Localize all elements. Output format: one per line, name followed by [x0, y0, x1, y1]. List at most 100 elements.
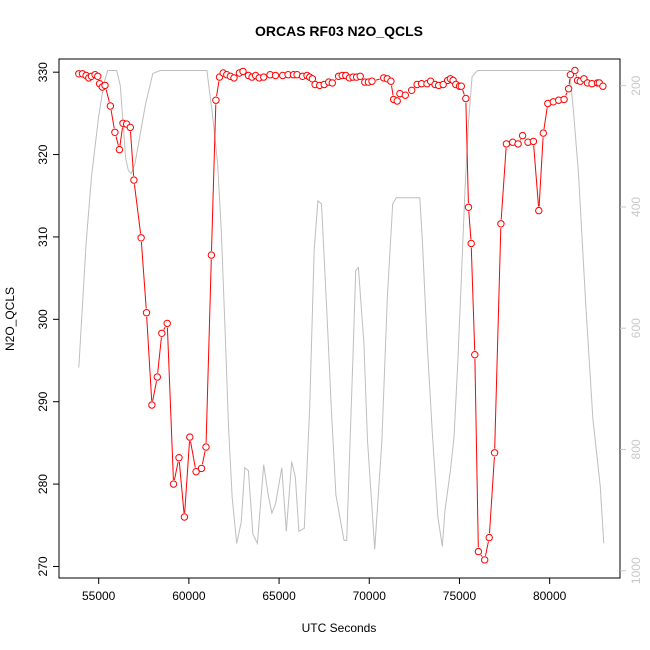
data-point — [192, 468, 200, 476]
x-tick-label: 55000 — [82, 589, 116, 603]
data-point — [356, 72, 364, 81]
x-axis-label: UTC Seconds — [302, 621, 377, 635]
data-point — [328, 79, 336, 87]
data-point — [111, 128, 119, 137]
chart-title: ORCAS RF03 N2O_QCLS — [255, 23, 423, 39]
data-point — [142, 309, 151, 317]
data-point — [126, 123, 135, 132]
data-point — [471, 351, 479, 359]
data-point — [560, 95, 568, 104]
data-point — [539, 129, 547, 137]
series-segment — [485, 541, 489, 556]
data-point — [158, 329, 166, 337]
data-point — [212, 96, 220, 104]
data-point — [439, 80, 447, 89]
primary-series-layer — [75, 66, 607, 564]
x-tick-label: 60000 — [172, 589, 206, 603]
data-point — [408, 86, 416, 95]
data-point — [94, 72, 102, 81]
data-point — [153, 373, 162, 381]
y-tick-label: 290 — [36, 391, 50, 411]
data-point — [529, 137, 538, 146]
data-point — [518, 131, 527, 140]
data-point — [457, 82, 465, 90]
y2-tick-label: 400 — [629, 197, 643, 217]
data-point — [130, 176, 138, 184]
series-segment — [119, 127, 123, 146]
data-point — [368, 77, 376, 85]
secondary-series-line — [78, 70, 605, 550]
x-tick-label: 80000 — [533, 589, 567, 603]
y-tick-label: 330 — [36, 62, 50, 82]
y2-tick-label: 600 — [629, 318, 643, 338]
data-point — [474, 547, 483, 556]
series-segment — [565, 92, 568, 96]
data-point — [497, 220, 505, 228]
series-segment — [105, 89, 110, 103]
series-segment — [110, 110, 115, 129]
series-segment — [489, 456, 495, 534]
data-point — [186, 433, 194, 441]
data-point — [464, 203, 473, 212]
series-segment — [465, 102, 469, 204]
series-segment — [519, 139, 522, 141]
series-segment — [178, 461, 185, 513]
series-segment — [201, 450, 206, 465]
data-point — [137, 234, 145, 242]
data-point — [401, 91, 409, 99]
data-point — [175, 454, 183, 462]
x-tick-label: 70000 — [353, 589, 387, 603]
data-point — [180, 513, 189, 521]
x-tick-label: 75000 — [443, 589, 477, 603]
series-segment — [375, 78, 380, 81]
data-point — [169, 480, 178, 488]
data-point — [239, 67, 247, 76]
series-segment — [130, 131, 135, 176]
data-point — [230, 74, 238, 82]
data-point — [490, 449, 499, 457]
data-point — [485, 533, 493, 542]
data-point — [481, 556, 489, 564]
data-point — [106, 102, 115, 110]
series-segment — [533, 145, 539, 207]
plot-frame — [58, 58, 621, 579]
series-segment — [575, 74, 577, 77]
x-tick-label: 65000 — [262, 589, 296, 603]
data-point — [566, 71, 575, 79]
y-tick-label: 320 — [36, 144, 50, 164]
series-segment — [474, 358, 479, 548]
data-point — [535, 206, 543, 215]
series-segment — [494, 227, 502, 449]
data-point — [387, 77, 395, 85]
data-point — [148, 401, 156, 409]
series-segment — [470, 247, 476, 351]
series-segment — [157, 337, 162, 373]
series-segment — [462, 89, 465, 95]
data-point — [207, 251, 216, 259]
series-segment — [133, 184, 142, 234]
y-axis-label: N2O_QCLS — [3, 287, 17, 351]
y-tick-label: 300 — [36, 309, 50, 329]
axes-layer: 55000 60000 65000 70000 75000 80000 270 280 290 3… — [36, 62, 643, 603]
data-point — [163, 319, 171, 328]
data-point — [571, 66, 579, 75]
data-point — [599, 82, 607, 90]
series-segment — [166, 327, 174, 480]
series-segment — [216, 81, 220, 97]
data-point — [202, 443, 210, 451]
series-segment — [543, 107, 548, 130]
series-segment — [568, 78, 571, 85]
series-segment — [146, 316, 153, 401]
data-point — [197, 464, 206, 473]
series-segment — [500, 147, 507, 220]
data-point — [462, 94, 470, 103]
series-segment — [163, 326, 166, 330]
series-segment — [184, 441, 190, 513]
y-tick-label: 270 — [36, 556, 50, 576]
series-segment — [152, 381, 157, 401]
series-segment — [140, 241, 147, 309]
series-segment — [115, 136, 119, 146]
series-segment — [173, 461, 179, 481]
secondary-series-layer — [78, 70, 605, 550]
